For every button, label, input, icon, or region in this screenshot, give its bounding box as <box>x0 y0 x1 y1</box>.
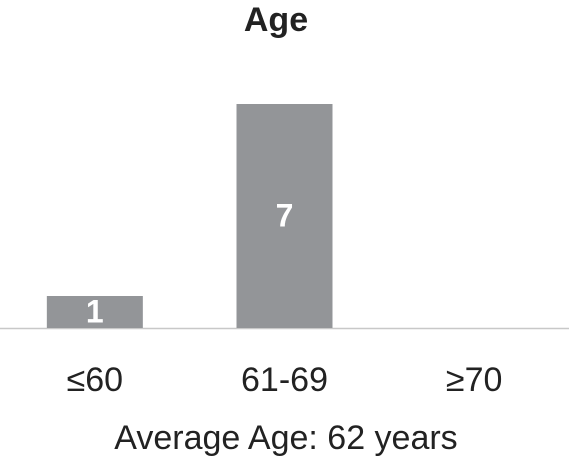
data-label: 7 <box>276 197 294 233</box>
x-tick-label: 61-69 <box>241 361 328 399</box>
data-label: 1 <box>86 293 104 329</box>
chart-title: Age <box>244 1 308 39</box>
annotation: Average Age: 62 years <box>114 419 457 457</box>
bar <box>46 296 143 328</box>
x-tick-label: ≤60 <box>67 361 123 399</box>
x-tick-label: ≥70 <box>446 361 502 399</box>
bar <box>236 104 333 328</box>
